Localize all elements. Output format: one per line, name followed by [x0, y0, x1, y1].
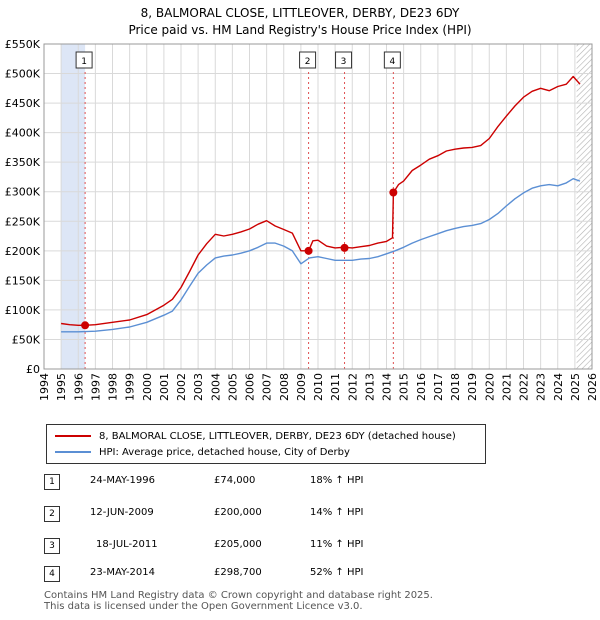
footer-copyright: Contains HM Land Registry data © Crown c… — [44, 590, 433, 601]
legend-swatch-property — [55, 435, 91, 437]
x-tick-label: 2005 — [226, 373, 239, 401]
transaction-hpi-change: 52% ↑ HPI — [310, 567, 364, 578]
x-tick-label: 2015 — [398, 373, 411, 401]
x-tick-label: 2013 — [363, 373, 376, 401]
sale-point — [81, 321, 90, 330]
x-tick-label: 2025 — [569, 373, 582, 401]
transaction-number: 3 — [44, 538, 60, 554]
sale-badge — [299, 51, 317, 69]
legend-item-property: 8, BALMORAL CLOSE, LITTLEOVER, DERBY, DE… — [47, 429, 456, 443]
transaction-date: 24-MAY-1996 — [90, 475, 156, 486]
chart-subtitle: Price paid vs. HM Land Registry's House … — [128, 23, 472, 37]
x-tick-label: 2003 — [192, 373, 205, 401]
x-tick-label: 2022 — [518, 373, 531, 401]
x-tick-label: 2019 — [466, 373, 479, 401]
legend-label-property: 8, BALMORAL CLOSE, LITTLEOVER, DERBY, DE… — [99, 430, 456, 442]
x-tick-label: 2021 — [500, 373, 513, 401]
plot-frame — [43, 43, 593, 370]
future-hatch — [576, 44, 592, 369]
sale-point — [340, 243, 349, 252]
y-tick-label: £250K — [5, 215, 41, 228]
y-tick-label: £50K — [12, 333, 41, 346]
y-tick-label: £150K — [5, 274, 41, 287]
transaction-price: £74,000 — [214, 475, 256, 486]
x-tick-label: 2009 — [295, 373, 308, 401]
y-tick-label: £300K — [5, 186, 41, 199]
x-tick-label: 2014 — [381, 373, 394, 401]
x-tick-label: 2002 — [175, 373, 188, 401]
legend-label-hpi: HPI: Average price, detached house, City… — [99, 446, 350, 458]
transaction-number: 4 — [44, 566, 60, 582]
x-tick-label: 2016 — [415, 373, 428, 401]
transaction-hpi-change: 18% ↑ HPI — [310, 475, 364, 486]
shaded-band — [61, 44, 86, 369]
x-tick-label: 2000 — [141, 373, 154, 401]
legend: 8, BALMORAL CLOSE, LITTLEOVER, DERBY, DE… — [46, 424, 486, 464]
x-tick-label: 2012 — [346, 373, 359, 401]
sale-badge — [75, 51, 93, 69]
x-tick-label: 1997 — [89, 373, 102, 401]
hpi-line — [61, 178, 581, 333]
transaction-number: 2 — [44, 506, 60, 522]
transaction-date: 12-JUN-2009 — [90, 507, 154, 518]
y-tick-label: £100K — [5, 304, 41, 317]
transaction-price: £298,700 — [214, 567, 262, 578]
x-tick-label: 2011 — [329, 373, 342, 401]
x-tick-label: 2001 — [158, 373, 171, 401]
y-tick-label: £200K — [5, 245, 41, 258]
sale-badge — [383, 51, 401, 69]
transaction-hpi-change: 11% ↑ HPI — [310, 539, 364, 550]
transaction-price: £200,000 — [214, 507, 262, 518]
x-tick-label: 2024 — [552, 373, 565, 401]
x-tick-label: 2008 — [278, 373, 291, 401]
x-tick-label: 2017 — [432, 373, 445, 401]
sale-badge — [335, 51, 353, 69]
sale-badge-label: 3 — [341, 57, 347, 67]
x-tick-label: 1995 — [55, 373, 68, 401]
legend-item-hpi: HPI: Average price, detached house, City… — [47, 445, 350, 459]
transaction-number: 1 — [44, 474, 60, 490]
x-tick-label: 2010 — [312, 373, 325, 401]
y-tick-label: £450K — [5, 97, 41, 110]
x-tick-label: 1994 — [38, 373, 51, 401]
x-tick-label: 2018 — [449, 373, 462, 401]
y-tick-label: £550K — [5, 38, 41, 51]
price-chart: 1 2 3 4 £0 £50K £100K £150K £200K £250K £300K £350… — [5, 38, 599, 401]
x-tick-label: 1998 — [107, 373, 120, 401]
x-tick-label: 1996 — [72, 373, 85, 401]
sale-point — [304, 246, 313, 255]
transaction-price: £205,000 — [214, 539, 262, 550]
x-tick-label: 2023 — [535, 373, 548, 401]
transaction-hpi-change: 14% ↑ HPI — [310, 507, 364, 518]
x-tick-label: 2006 — [244, 373, 257, 401]
footer: Contains HM Land Registry data © Crown c… — [44, 590, 433, 612]
y-tick-label: £0 — [26, 363, 40, 376]
legend-swatch-hpi — [55, 451, 91, 453]
x-tick-label: 1999 — [124, 373, 137, 401]
sale-point — [389, 188, 398, 197]
footer-licence: This data is licensed under the Open Gov… — [44, 601, 363, 612]
x-tick-label: 2004 — [209, 373, 222, 401]
y-tick-label: £500K — [5, 68, 41, 81]
x-tick-label: 2020 — [483, 373, 496, 401]
sale-badge-label: 4 — [389, 57, 395, 67]
y-tick-label: £350K — [5, 156, 41, 169]
transaction-date: 18-JUL-2011 — [96, 539, 158, 550]
sale-badge-label: 2 — [305, 57, 311, 67]
y-tick-label: £400K — [5, 127, 41, 140]
x-tick-label: 2026 — [586, 373, 599, 401]
chart-title: 8, BALMORAL CLOSE, LITTLEOVER, DERBY, DE… — [140, 6, 460, 20]
sale-badge-label: 1 — [81, 57, 87, 67]
transaction-date: 23-MAY-2014 — [90, 567, 156, 578]
x-tick-label: 2007 — [261, 373, 274, 401]
